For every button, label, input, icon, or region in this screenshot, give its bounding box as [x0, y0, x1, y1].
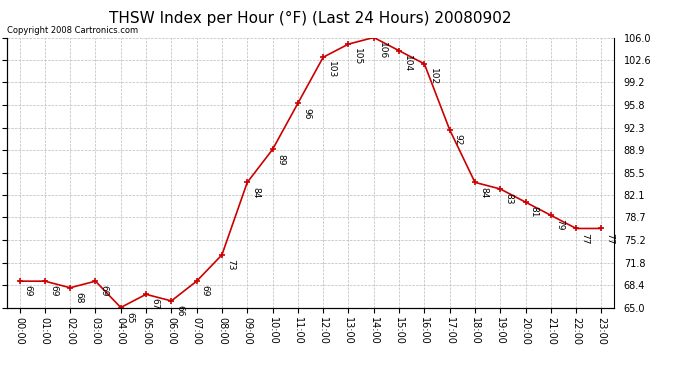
Text: 69: 69	[99, 285, 108, 297]
Text: 77: 77	[606, 232, 615, 244]
Text: 69: 69	[23, 285, 32, 297]
Text: 79: 79	[555, 219, 564, 231]
Text: 84: 84	[479, 186, 488, 198]
Text: 81: 81	[530, 206, 539, 218]
Text: 67: 67	[150, 298, 159, 310]
Text: 83: 83	[504, 193, 513, 205]
Text: 89: 89	[277, 154, 286, 165]
Text: 65: 65	[125, 312, 134, 323]
Text: 69: 69	[201, 285, 210, 297]
Text: 73: 73	[226, 259, 235, 270]
Text: 103: 103	[327, 62, 336, 79]
Text: 106: 106	[378, 42, 387, 59]
Text: 84: 84	[251, 186, 260, 198]
Text: 68: 68	[75, 292, 83, 303]
Text: 96: 96	[302, 108, 311, 119]
Text: 92: 92	[454, 134, 463, 145]
Text: 77: 77	[580, 232, 589, 244]
Text: Copyright 2008 Cartronics.com: Copyright 2008 Cartronics.com	[7, 26, 138, 35]
Text: 69: 69	[49, 285, 58, 297]
Text: 104: 104	[403, 55, 412, 72]
Text: 66: 66	[175, 305, 184, 316]
Text: 105: 105	[353, 48, 362, 66]
Text: THSW Index per Hour (°F) (Last 24 Hours) 20080902: THSW Index per Hour (°F) (Last 24 Hours)…	[109, 11, 512, 26]
Text: 102: 102	[428, 68, 437, 85]
